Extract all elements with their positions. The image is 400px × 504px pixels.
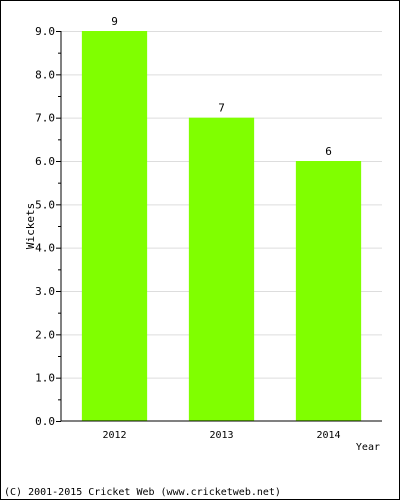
y-tick-label: 7.0 xyxy=(35,112,55,125)
data-label: 6 xyxy=(325,145,332,158)
y-tick-label: 1.0 xyxy=(35,372,55,385)
data-label: 7 xyxy=(218,102,225,115)
y-tick-label: 8.0 xyxy=(35,68,55,81)
copyright-footer: (C) 2001-2015 Cricket Web (www.cricketwe… xyxy=(4,487,281,498)
axes xyxy=(56,31,382,422)
bar-2014 xyxy=(295,161,362,421)
y-tick-label: 6.0 xyxy=(35,155,55,168)
x-tick-labels: 2012 2013 2014 xyxy=(102,430,340,441)
x-axis-label: Year xyxy=(356,442,380,453)
y-tick-label: 3.0 xyxy=(35,285,55,298)
y-tick-label: 4.0 xyxy=(35,242,55,255)
y-axis-label: Wickets xyxy=(24,203,37,249)
y-tick-label: 2.0 xyxy=(35,328,55,341)
x-tick-label: 2012 xyxy=(102,430,126,441)
y-tick-labels: 0.0 1.0 2.0 3.0 4.0 5.0 6.0 7.0 8.0 9.0 xyxy=(35,25,55,428)
bar-2013 xyxy=(188,117,255,422)
data-labels: 9 7 6 xyxy=(111,15,332,158)
y-tick-label: 9.0 xyxy=(35,25,55,38)
data-label: 9 xyxy=(111,15,118,28)
bars xyxy=(81,31,362,422)
bar-2012 xyxy=(81,31,148,421)
y-tick-label: 5.0 xyxy=(35,198,55,211)
x-tick-label: 2013 xyxy=(209,430,233,441)
x-tick-label: 2014 xyxy=(316,430,340,441)
y-tick-label: 0.0 xyxy=(35,415,55,428)
